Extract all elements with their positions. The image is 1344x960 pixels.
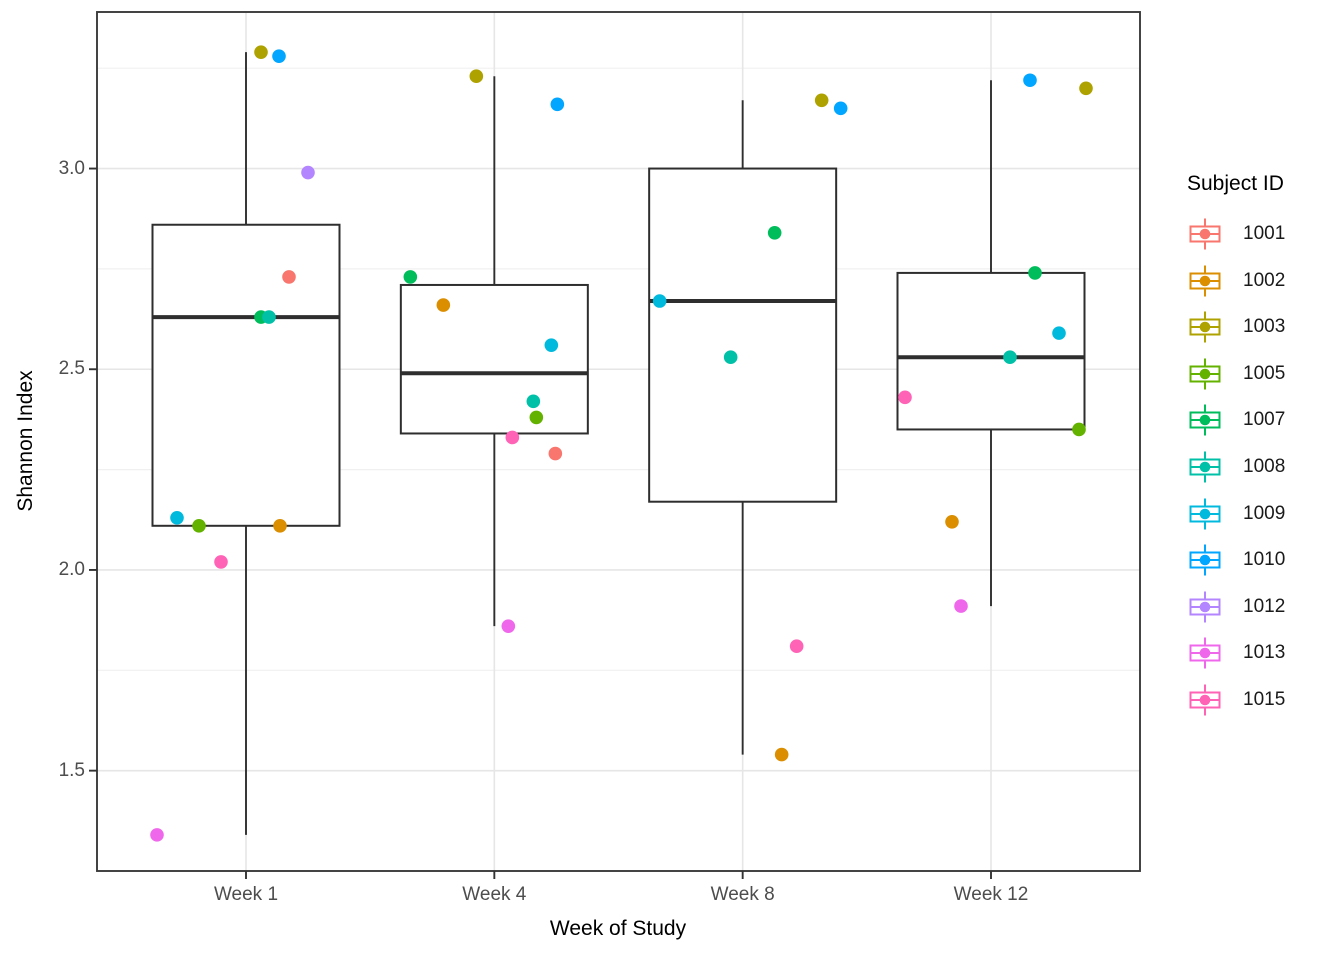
jitter-point-subject-1008: [723, 350, 738, 365]
legend-entry-1012: 1012: [1187, 589, 1285, 625]
y-tick-label: 2.0: [58, 558, 85, 580]
legend-entry-label: 1015: [1243, 689, 1286, 710]
y-tick-label: 3.0: [58, 157, 85, 179]
legend-entry-label: 1001: [1243, 223, 1286, 244]
boxplot-week-4: [399, 76, 589, 627]
legend-key-boxplot-icon: [1189, 498, 1221, 530]
jitter-point-subject-1015: [505, 430, 520, 445]
jitter-point-subject-1002: [436, 298, 451, 312]
jitter-point-subject-1013: [501, 619, 516, 633]
jitter-point-subject-1010: [272, 49, 286, 63]
x-tick-label: Week 1: [213, 884, 279, 905]
box-rect: [151, 223, 341, 527]
legend-entry-1001: 1001: [1187, 216, 1285, 252]
legend-entry-label: 1012: [1243, 595, 1286, 617]
legend-key-boxplot-icon: [1189, 684, 1221, 716]
jitter-point-subject-1009: [1052, 326, 1066, 340]
legend-key-boxplot-icon: [1189, 637, 1221, 669]
jitter-point-subject-1010: [833, 101, 848, 116]
y-axis-title: Shannon Index: [14, 370, 37, 512]
jitter-point-subject-1005: [1072, 422, 1086, 437]
jitter-point-subject-1002: [774, 747, 789, 762]
panel-border: [96, 11, 1141, 872]
jitter-point-subject-1008: [526, 394, 541, 409]
jitter-point-subject-1007: [767, 225, 782, 240]
jitter-point-subject-1007: [403, 270, 418, 284]
jitter-point-subject-1010: [550, 97, 565, 112]
jitter-point-subject-1003: [1079, 81, 1093, 96]
boxplot-week-8: [648, 100, 838, 755]
jitter-point-subject-1005: [529, 410, 544, 425]
legend-entry-label: 1005: [1243, 362, 1286, 384]
legend-entry-label: 1008: [1243, 456, 1286, 477]
legend-entry-label: 1010: [1243, 549, 1286, 571]
legend-entry-1008: 1008: [1187, 449, 1285, 485]
jitter-point-subject-1015: [898, 390, 912, 405]
jitter-point-subject-1015: [214, 555, 228, 569]
x-tick-label: Week 8: [710, 884, 775, 905]
axis-tick-marks: [89, 167, 992, 879]
legend-key-boxplot-icon: [1189, 591, 1221, 623]
boxplot-week-12: [896, 80, 1086, 607]
legend-title: Subject ID: [1187, 172, 1284, 195]
x-tick-label: Week 4: [462, 884, 527, 905]
legend-key-boxplot-icon: [1189, 451, 1221, 483]
legend-entry-label: 1003: [1243, 316, 1286, 338]
jitter-points: [150, 45, 1093, 842]
jitter-point-subject-1002: [273, 518, 287, 533]
jitter-point-subject-1015: [789, 639, 804, 654]
legend-entry-1009: 1009: [1187, 496, 1285, 532]
boxplot-week-1: [151, 52, 341, 835]
jitter-point-subject-1005: [192, 518, 206, 533]
legend-entry-label: 1002: [1243, 269, 1286, 291]
y-tick-label: 1.5: [58, 759, 85, 781]
legend-entry-1013: 1013: [1187, 635, 1285, 671]
jitter-point-subject-1010: [1023, 73, 1037, 88]
jitter-point-subject-1003: [254, 45, 268, 59]
legend-entry-1010: 1010: [1187, 542, 1285, 578]
box-rect: [648, 167, 838, 503]
jitter-point-subject-1001: [548, 446, 563, 461]
legend-entry-1005: 1005: [1187, 356, 1285, 392]
y-tick-label: 2.5: [58, 358, 85, 380]
jitter-point-subject-1007: [1028, 266, 1042, 280]
box-rect: [399, 283, 589, 435]
legend-key-boxplot-icon: [1189, 265, 1221, 297]
legend: Subject ID 1001 1002 1003 1005 1007 1008 1009 1…: [1187, 170, 1344, 740]
jitter-point-subject-1012: [301, 165, 315, 180]
legend-entry-1003: 1003: [1187, 309, 1285, 345]
legend-entry-label: 1009: [1243, 502, 1286, 524]
jitter-point-subject-1002: [945, 514, 959, 529]
legend-key-boxplot-icon: [1189, 358, 1221, 390]
legend-key-boxplot-icon: [1189, 311, 1221, 343]
jitter-point-subject-1003: [469, 69, 484, 84]
jitter-point-subject-1013: [954, 599, 968, 613]
jitter-point-subject-1013: [150, 828, 164, 842]
legend-entry-1007: 1007: [1187, 402, 1285, 438]
box-rect: [896, 271, 1086, 431]
jitter-point-subject-1001: [282, 270, 296, 284]
jitter-point-subject-1008: [1003, 350, 1017, 365]
legend-entry-1002: 1002: [1187, 263, 1285, 299]
legend-key-boxplot-icon: [1189, 404, 1221, 436]
legend-entry-label: 1013: [1243, 642, 1286, 664]
jitter-point-subject-1003: [814, 93, 829, 108]
jitter-point-subject-1008: [262, 310, 276, 324]
jitter-point-subject-1009: [544, 338, 559, 352]
x-tick-label: Week 12: [953, 884, 1029, 905]
jitter-point-subject-1009: [652, 294, 667, 308]
jitter-point-subject-1009: [170, 510, 184, 525]
legend-entry-label: 1007: [1243, 409, 1286, 431]
legend-key-boxplot-icon: [1189, 218, 1221, 250]
legend-key-boxplot-icon: [1189, 544, 1221, 576]
legend-entry-1015: 1015: [1187, 682, 1285, 718]
x-axis-title: Week of Study: [549, 917, 687, 940]
